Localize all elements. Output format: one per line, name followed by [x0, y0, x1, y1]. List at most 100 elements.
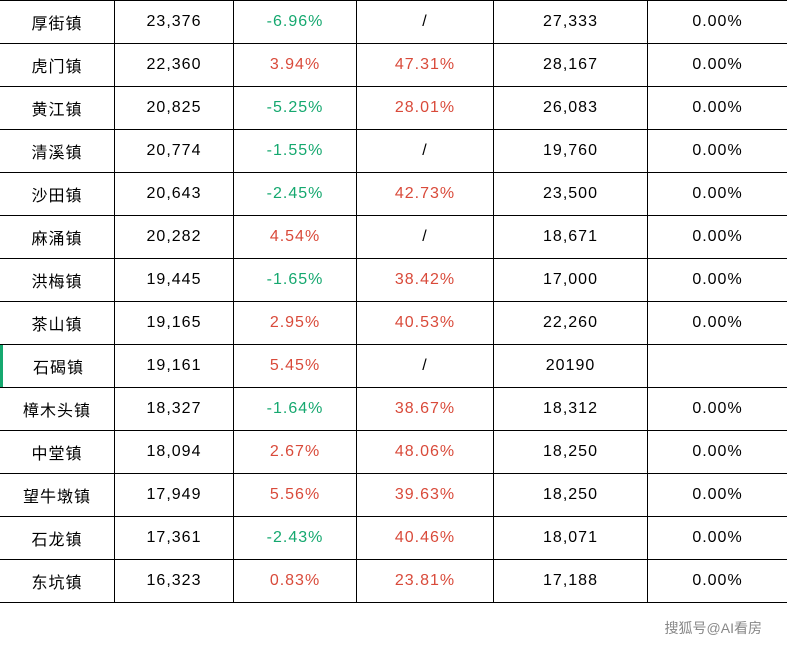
table-row: 洪梅镇19,445-1.65%38.42%17,0000.00% — [0, 259, 787, 302]
value-col4: 26,083 — [494, 87, 648, 129]
town-name: 麻涌镇 — [0, 216, 115, 258]
pct-col5: 0.00% — [648, 44, 787, 86]
town-name: 石龙镇 — [0, 517, 115, 559]
table-row: 茶山镇19,1652.95%40.53%22,2600.00% — [0, 302, 787, 345]
value-col4: 18,250 — [494, 431, 648, 473]
pct-col5: 0.00% — [648, 216, 787, 258]
table-row: 虎门镇22,3603.94%47.31%28,1670.00% — [0, 44, 787, 87]
town-name: 沙田镇 — [0, 173, 115, 215]
pct-col2: -2.43% — [234, 517, 357, 559]
pct-col2: 4.54% — [234, 216, 357, 258]
value-col1: 20,282 — [115, 216, 234, 258]
value-col4: 28,167 — [494, 44, 648, 86]
town-name: 厚街镇 — [0, 1, 115, 43]
town-name: 茶山镇 — [0, 302, 115, 344]
table-row: 黄江镇20,825-5.25%28.01%26,0830.00% — [0, 87, 787, 130]
pct-col3: 38.42% — [357, 259, 494, 301]
value-col1: 16,323 — [115, 560, 234, 602]
pct-col3: / — [357, 1, 494, 43]
pct-col3: 28.01% — [357, 87, 494, 129]
table-row: 清溪镇20,774-1.55%/19,7600.00% — [0, 130, 787, 173]
town-name: 虎门镇 — [0, 44, 115, 86]
data-table: 厚街镇23,376-6.96%/27,3330.00%虎门镇22,3603.94… — [0, 0, 787, 603]
value-col1: 19,445 — [115, 259, 234, 301]
town-name: 黄江镇 — [0, 87, 115, 129]
value-col1: 19,165 — [115, 302, 234, 344]
value-col1: 23,376 — [115, 1, 234, 43]
value-col1: 20,643 — [115, 173, 234, 215]
pct-col2: 5.56% — [234, 474, 357, 516]
value-col4: 19,760 — [494, 130, 648, 172]
table-row: 石碣镇19,1615.45%/20190 — [0, 345, 787, 388]
pct-col2: -2.45% — [234, 173, 357, 215]
value-col1: 18,327 — [115, 388, 234, 430]
pct-col2: 2.67% — [234, 431, 357, 473]
pct-col5: 0.00% — [648, 388, 787, 430]
pct-col5: 0.00% — [648, 87, 787, 129]
pct-col5 — [648, 345, 787, 387]
town-name: 清溪镇 — [0, 130, 115, 172]
pct-col3: 42.73% — [357, 173, 494, 215]
value-col4: 17,000 — [494, 259, 648, 301]
pct-col3: 23.81% — [357, 560, 494, 602]
pct-col2: 0.83% — [234, 560, 357, 602]
value-col1: 17,949 — [115, 474, 234, 516]
pct-col3: 40.53% — [357, 302, 494, 344]
pct-col5: 0.00% — [648, 474, 787, 516]
table-row: 望牛墩镇17,9495.56%39.63%18,2500.00% — [0, 474, 787, 517]
town-name: 樟木头镇 — [0, 388, 115, 430]
pct-col2: -5.25% — [234, 87, 357, 129]
value-col1: 22,360 — [115, 44, 234, 86]
town-name: 洪梅镇 — [0, 259, 115, 301]
value-col1: 18,094 — [115, 431, 234, 473]
value-col4: 18,071 — [494, 517, 648, 559]
town-name: 中堂镇 — [0, 431, 115, 473]
pct-col5: 0.00% — [648, 1, 787, 43]
table-row: 石龙镇17,361-2.43%40.46%18,0710.00% — [0, 517, 787, 560]
value-col4: 18,250 — [494, 474, 648, 516]
value-col4: 18,671 — [494, 216, 648, 258]
pct-col3: 38.67% — [357, 388, 494, 430]
pct-col3: 39.63% — [357, 474, 494, 516]
pct-col2: -1.64% — [234, 388, 357, 430]
value-col1: 20,774 — [115, 130, 234, 172]
pct-col3: / — [357, 216, 494, 258]
pct-col3: 40.46% — [357, 517, 494, 559]
table-row: 沙田镇20,643-2.45%42.73%23,5000.00% — [0, 173, 787, 216]
pct-col2: 5.45% — [234, 345, 357, 387]
pct-col2: 2.95% — [234, 302, 357, 344]
value-col1: 20,825 — [115, 87, 234, 129]
pct-col5: 0.00% — [648, 130, 787, 172]
table-row: 厚街镇23,376-6.96%/27,3330.00% — [0, 1, 787, 44]
pct-col5: 0.00% — [648, 560, 787, 602]
value-col4: 27,333 — [494, 1, 648, 43]
pct-col5: 0.00% — [648, 259, 787, 301]
pct-col5: 0.00% — [648, 431, 787, 473]
pct-col3: / — [357, 345, 494, 387]
table-row: 麻涌镇20,2824.54%/18,6710.00% — [0, 216, 787, 259]
table-row: 东坑镇16,3230.83%23.81%17,1880.00% — [0, 560, 787, 603]
value-col4: 22,260 — [494, 302, 648, 344]
value-col1: 17,361 — [115, 517, 234, 559]
town-name: 望牛墩镇 — [0, 474, 115, 516]
town-name: 石碣镇 — [0, 345, 115, 387]
value-col1: 19,161 — [115, 345, 234, 387]
pct-col3: / — [357, 130, 494, 172]
value-col4: 20190 — [494, 345, 648, 387]
watermark-text: 搜狐号@AI看房 — [662, 617, 765, 639]
value-col4: 18,312 — [494, 388, 648, 430]
pct-col2: -1.55% — [234, 130, 357, 172]
value-col4: 23,500 — [494, 173, 648, 215]
table-container: 厚街镇23,376-6.96%/27,3330.00%虎门镇22,3603.94… — [0, 0, 787, 647]
town-name: 东坑镇 — [0, 560, 115, 602]
pct-col3: 47.31% — [357, 44, 494, 86]
table-row: 中堂镇18,0942.67%48.06%18,2500.00% — [0, 431, 787, 474]
pct-col2: 3.94% — [234, 44, 357, 86]
pct-col2: -1.65% — [234, 259, 357, 301]
pct-col5: 0.00% — [648, 517, 787, 559]
pct-col5: 0.00% — [648, 302, 787, 344]
pct-col3: 48.06% — [357, 431, 494, 473]
pct-col2: -6.96% — [234, 1, 357, 43]
value-col4: 17,188 — [494, 560, 648, 602]
table-row: 樟木头镇18,327-1.64%38.67%18,3120.00% — [0, 388, 787, 431]
